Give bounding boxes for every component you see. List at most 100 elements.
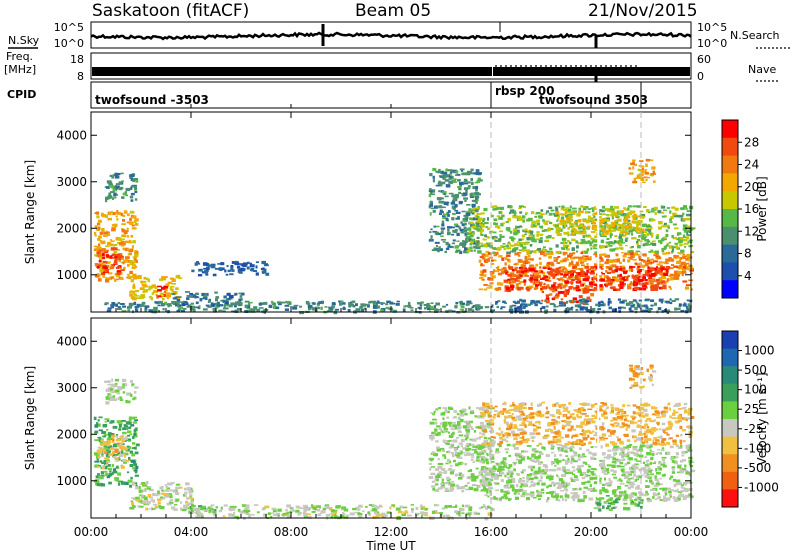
velocity-colorbar-swatch-6 (722, 436, 738, 455)
velocity-colorbar: 1000 500 100 25 -25 -100 -500 -1000 Velocity [m… (721, 330, 779, 508)
x-axis-ticks: 00:00 04:00 08:00 12:00 16:00 20:00 00:00 (74, 104, 709, 539)
power-region-1 (100, 272, 106, 276)
nsky-tick-bottom: 10^0 (54, 37, 84, 50)
power-colorbar-swatch-1 (722, 137, 738, 157)
velocity-ytick-3: 4000 (56, 334, 87, 348)
velocity-colorbar-tick-0: 1000 (744, 344, 775, 358)
nsearch-label: N.Search (730, 29, 780, 42)
power-region-4 (156, 295, 159, 299)
power-colorbar-swatch-8 (722, 262, 738, 281)
velocity-colorbar-swatch-9 (722, 489, 738, 508)
cpid-segment-3: twofsound 3503 (539, 93, 648, 107)
x-axis-label: Time UT (365, 539, 416, 553)
nsearch-tick-bottom: 10^0 (697, 37, 727, 50)
velocity-colorbar-label: Velocity [m s⁻¹] (755, 372, 769, 465)
freq-tick-top: 18 (70, 53, 84, 66)
velocity-region-5 (273, 513, 277, 517)
nsky-strip: N.Sky 10^5 10^0 10^5 10^0 N.Search (8, 21, 790, 50)
freq-band-right (641, 67, 690, 76)
power-colorbar-tick-6: 4 (744, 269, 752, 283)
cpid-segment-1: twofsound -3503 (95, 93, 209, 107)
power-colorbar-tick-3: 16 (744, 202, 759, 216)
power-colorbar-tick-5: 8 (744, 247, 752, 261)
freq-strip: Freq. [MHz] 18 8 60 0 Nave (4, 50, 780, 83)
freq-label: Freq. (6, 50, 33, 63)
power-region-3 (143, 280, 147, 284)
power-colorbar-label: Power [dB] (755, 176, 769, 241)
power-panel: 1000 2000 3000 4000 Slant Range [km] (23, 111, 696, 315)
power-region-13 (608, 210, 613, 213)
velocity-cells (93, 364, 696, 521)
freq-unit: [MHz] (4, 63, 36, 76)
velocity-y-ticks: 1000 2000 3000 4000 (56, 334, 691, 488)
velocity-colorbar-tick-2: 100 (744, 383, 767, 397)
power-colorbar-swatch-4 (722, 191, 738, 210)
nave-label: Nave (748, 63, 776, 76)
station-title: Saskatoon (fitACF) (92, 1, 249, 21)
velocity-region-0 (106, 450, 111, 453)
cpid-strip: CPID twofsound -3503 rbsp 200 twofsound … (7, 81, 692, 109)
cpid-label: CPID (7, 88, 36, 101)
power-region-2 (134, 190, 138, 193)
power-colorbar-swatch-6 (722, 226, 738, 246)
power-region-14 (641, 167, 644, 172)
freq-band-left (92, 67, 492, 76)
velocity-colorbar-swatch-1 (722, 348, 738, 367)
velocity-region-2 (131, 383, 135, 386)
x-tick-4: 16:00 (474, 525, 509, 539)
nave-tick-top: 60 (697, 53, 711, 66)
velocity-colorbar-tick-3: 25 (744, 402, 759, 416)
velocity-colorbar-tick-4: -25 (744, 422, 764, 436)
beam-title: Beam 05 (355, 1, 431, 21)
power-colorbar-swatch-0 (722, 120, 738, 139)
power-colorbar-swatch-9 (722, 280, 738, 299)
power-ytick-1: 2000 (56, 221, 87, 235)
power-y-ticks: 1000 2000 3000 4000 (56, 128, 691, 282)
power-colorbar-swatch-5 (722, 209, 738, 228)
power-colorbar: 28 24 20 16 12 8 4 Power [dB] (721, 119, 769, 299)
power-ytick-2: 3000 (56, 175, 87, 189)
velocity-region-10 (606, 507, 610, 510)
power-colorbar-swatch-7 (722, 244, 738, 263)
velocity-ytick-0: 1000 (56, 474, 87, 488)
power-colorbar-tick-0: 28 (744, 135, 759, 149)
velocity-colorbar-swatch-8 (722, 471, 738, 490)
freq-band-mid (493, 67, 641, 76)
power-colorbar-swatch-3 (722, 173, 738, 192)
velocity-colorbar-tick-7: -1000 (744, 480, 779, 494)
velocity-ylabel: Slant Range [km] (23, 366, 37, 470)
x-tick-6: 00:00 (674, 525, 709, 539)
velocity-region-7 (569, 446, 575, 449)
nsky-series-line (90, 31, 692, 41)
power-ytick-3: 4000 (56, 128, 87, 142)
velocity-colorbar-swatch-3 (722, 383, 738, 402)
velocity-colorbar-swatch-5 (722, 419, 738, 438)
velocity-colorbar-tick-6: -500 (744, 461, 771, 475)
velocity-ytick-1: 2000 (56, 427, 87, 441)
velocity-colorbar-tick-5: -100 (744, 441, 771, 455)
x-tick-2: 08:00 (274, 525, 309, 539)
power-colorbar-tick-4: 12 (744, 224, 759, 238)
power-colorbar-tick-2: 20 (744, 180, 759, 194)
nsky-tick-top: 10^5 (54, 21, 84, 34)
x-tick-1: 04:00 (174, 525, 209, 539)
nsky-label: N.Sky (8, 34, 40, 47)
power-cells (93, 158, 696, 315)
velocity-colorbar-tick-1: 500 (744, 363, 767, 377)
velocity-colorbar-swatch-4 (722, 401, 738, 420)
power-ylabel: Slant Range [km] (23, 160, 37, 264)
power-ytick-0: 1000 (56, 268, 87, 282)
velocity-ytick-2: 3000 (56, 381, 87, 395)
date-title: 21/Nov/2015 (588, 1, 698, 21)
velocity-colorbar-swatch-2 (722, 366, 738, 385)
x-tick-3: 12:00 (374, 525, 409, 539)
nave-tick-bottom: 0 (697, 70, 704, 83)
power-colorbar-tick-1: 24 (744, 158, 759, 172)
velocity-colorbar-swatch-7 (722, 454, 738, 473)
x-tick-5: 20:00 (574, 525, 609, 539)
cpid-segment-2: rbsp 200 (495, 84, 554, 98)
power-colorbar-swatch-2 (722, 155, 738, 174)
freq-tick-bottom: 8 (77, 70, 84, 83)
x-tick-0: 00:00 (74, 525, 109, 539)
